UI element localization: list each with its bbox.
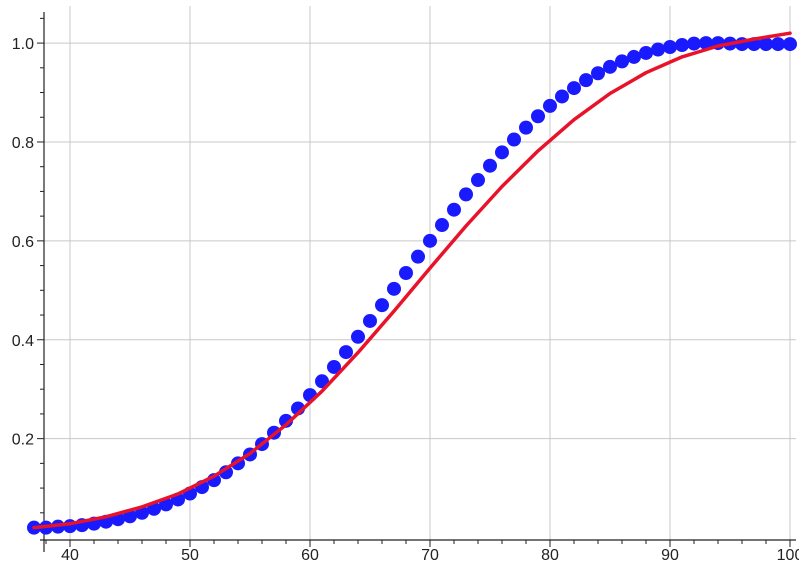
data-point bbox=[699, 36, 713, 51]
x-tick-label: 100 bbox=[777, 547, 799, 562]
data-point bbox=[507, 132, 521, 147]
x-tick-label: 70 bbox=[421, 547, 439, 562]
y-tick-label: 0.4 bbox=[12, 333, 34, 350]
data-point bbox=[387, 281, 401, 296]
data-points bbox=[27, 36, 797, 535]
fit-line bbox=[32, 31, 792, 530]
data-point bbox=[687, 36, 701, 51]
data-point bbox=[447, 202, 461, 217]
data-point bbox=[315, 374, 329, 389]
data-point bbox=[591, 66, 605, 81]
data-point bbox=[471, 173, 485, 188]
y-tick-label: 0.8 bbox=[12, 135, 34, 152]
data-point bbox=[279, 413, 293, 428]
fit-line-group bbox=[32, 31, 792, 530]
data-point bbox=[483, 158, 497, 173]
gridlines bbox=[44, 6, 796, 540]
x-tick-label: 90 bbox=[661, 547, 679, 562]
data-point bbox=[567, 81, 581, 96]
data-point bbox=[615, 54, 629, 69]
x-tick-label: 80 bbox=[541, 547, 559, 562]
data-point bbox=[759, 37, 773, 52]
data-point bbox=[363, 313, 377, 328]
data-point bbox=[663, 40, 677, 55]
y-axis-ticks: 0.2 0.4 0.6 0.8 1.0 bbox=[12, 17, 44, 514]
data-point bbox=[675, 38, 689, 53]
data-point bbox=[651, 42, 665, 57]
data-point bbox=[459, 187, 473, 202]
x-tick-label: 60 bbox=[301, 547, 319, 562]
data-point bbox=[399, 266, 413, 280]
data-point bbox=[219, 465, 233, 480]
data-point bbox=[351, 329, 365, 344]
x-tick-label: 50 bbox=[181, 547, 199, 562]
data-point bbox=[423, 233, 437, 248]
data-point bbox=[519, 120, 533, 135]
data-point bbox=[783, 37, 797, 52]
data-point bbox=[543, 98, 557, 113]
data-point bbox=[771, 37, 785, 52]
data-point bbox=[495, 145, 509, 160]
data-point bbox=[531, 109, 545, 124]
data-point bbox=[555, 89, 569, 104]
data-point bbox=[435, 218, 449, 233]
data-point bbox=[411, 249, 425, 264]
data-point bbox=[603, 59, 617, 74]
x-tick-label: 40 bbox=[61, 547, 79, 562]
x-axis-ticks: 40 50 60 70 80 90 100 bbox=[45, 540, 799, 562]
y-tick-label: 1.0 bbox=[12, 36, 34, 53]
data-point bbox=[627, 49, 641, 64]
data-point bbox=[579, 73, 593, 88]
data-point bbox=[375, 298, 389, 313]
y-tick-label: 0.6 bbox=[12, 234, 34, 251]
data-point bbox=[327, 359, 341, 374]
y-tick-label: 0.2 bbox=[12, 432, 34, 449]
data-point bbox=[639, 45, 653, 60]
data-point bbox=[339, 345, 353, 360]
